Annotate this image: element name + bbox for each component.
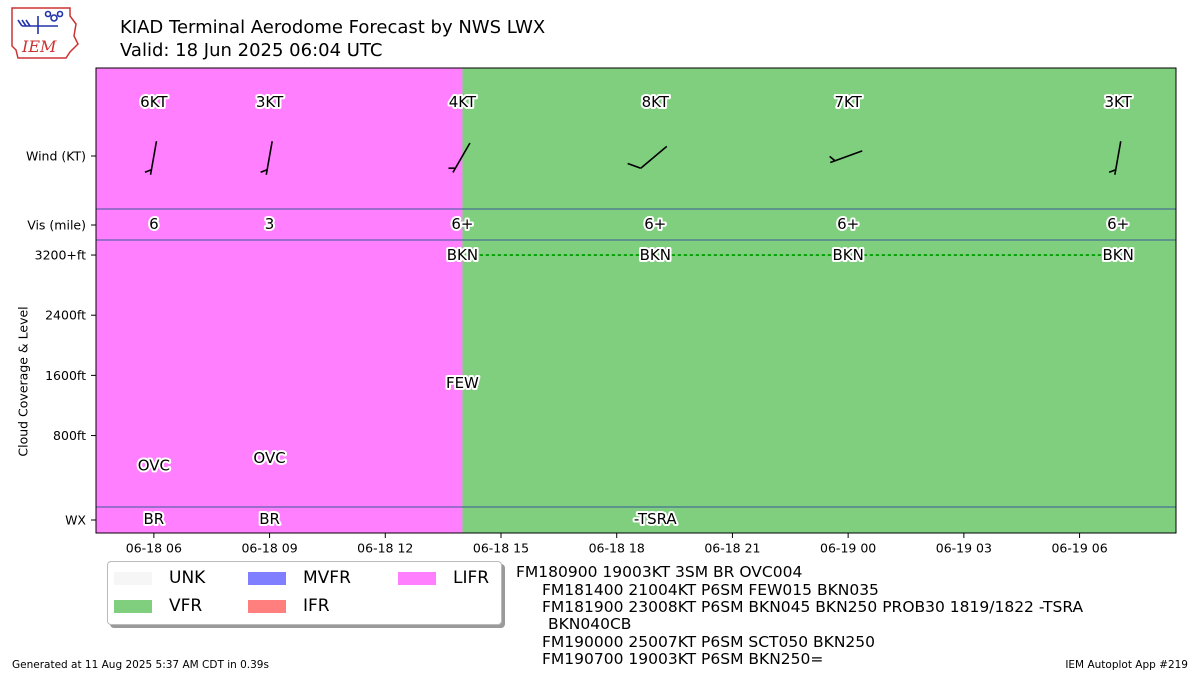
legend-label: UNK — [169, 568, 206, 588]
wind-barb-half — [260, 169, 268, 173]
wind-barb-shaft — [640, 145, 668, 169]
visibility-label: 6 — [149, 215, 159, 233]
cloud-label: OVC — [253, 449, 285, 467]
wind-barb-half — [144, 169, 152, 173]
wind-barb — [1108, 141, 1122, 175]
taf-line: FM181400 21004KT P6SM FEW015 BKN035 — [542, 581, 879, 599]
wind-barb — [260, 141, 273, 175]
wind-barb-shaft — [1114, 141, 1122, 175]
x-tick-label: 06-18 15 — [473, 541, 529, 556]
visibility-label: 6+ — [644, 215, 666, 233]
cloud-label: BKN — [640, 246, 671, 264]
x-tick-label: 06-19 00 — [820, 541, 876, 556]
legend-label: IFR — [303, 596, 330, 616]
legend-swatch — [398, 572, 436, 585]
wind-row-label: Wind (KT) — [26, 149, 86, 164]
cloud-tick-label: 2400ft — [45, 308, 86, 323]
wind-speed-label: 6KT — [140, 93, 168, 111]
wx-row-label: WX — [65, 513, 86, 528]
wind-barb-shaft — [265, 141, 273, 175]
legend-swatch — [248, 572, 286, 585]
cloud-tick-label: 800ft — [53, 428, 86, 443]
taf-line: FM190700 19003KT P6SM BKN250= — [542, 650, 824, 668]
cloud-label: BKN — [832, 246, 863, 264]
legend-swatch — [114, 600, 152, 613]
x-tick-label: 06-18 12 — [357, 541, 413, 556]
weather-label: BR — [259, 510, 280, 528]
wind-speed-label: 4KT — [449, 93, 477, 111]
y-axis-label: Cloud Coverage & Level — [16, 306, 31, 456]
footer-generated: Generated at 11 Aug 2025 5:37 AM CDT in … — [12, 659, 269, 671]
wind-barb — [627, 145, 668, 169]
taf-line: FM190000 25007KT P6SM SCT050 BKN250 — [542, 633, 876, 651]
visibility-label: 6+ — [451, 215, 473, 233]
cloud-label: FEW — [446, 374, 479, 392]
legend-label: LIFR — [453, 568, 490, 588]
wind-barb-half — [1108, 169, 1116, 173]
cloud-label: BKN — [447, 246, 478, 264]
wind-barb-half — [448, 167, 456, 169]
plot-frame — [95, 67, 1177, 534]
legend-swatch — [114, 572, 152, 585]
logo-text: IEM — [21, 37, 57, 56]
wind-speed-label: 3KT — [256, 93, 284, 111]
wind-speed-label: 7KT — [834, 93, 862, 111]
x-tick-label: 06-18 09 — [241, 541, 297, 556]
flight-category-span — [96, 68, 463, 533]
flight-category-span — [462, 68, 1176, 533]
visibility-label: 3 — [265, 215, 275, 233]
vis-row-label: Vis (mile) — [27, 218, 86, 233]
x-tick-label: 06-18 18 — [589, 541, 645, 556]
weather-label: -TSRA — [634, 510, 678, 528]
wind-speed-label: 3KT — [1104, 93, 1132, 111]
x-tick-label: 06-18 06 — [126, 541, 182, 556]
wind-speed-label: 8KT — [642, 93, 670, 111]
taf-line: BKN040CB — [548, 615, 632, 633]
cloud-tick-label: 1600ft — [45, 368, 86, 383]
wind-barb — [144, 141, 158, 175]
cloud-tick-label: 3200+ft — [35, 248, 86, 263]
taf-line: FM180900 19003KT 3SM BR OVC004 — [516, 563, 803, 581]
visibility-label: 6+ — [837, 215, 859, 233]
wind-barb — [448, 142, 471, 173]
legend: UNK VFR MVFR IFR LIFR — [107, 561, 502, 625]
taf-line: FM181900 23008KT P6SM BKN045 BKN250 PROB… — [542, 598, 1084, 616]
legend-label: VFR — [169, 596, 203, 616]
legend-swatch — [248, 600, 286, 613]
wind-barb-flag — [627, 162, 642, 169]
wind-barb-shaft — [830, 150, 863, 164]
chart-subtitle: Valid: 18 Jun 2025 06:04 UTC — [120, 40, 383, 61]
weather-station-icon — [17, 10, 64, 34]
wind-barb-shaft — [452, 142, 471, 173]
wind-barb — [829, 150, 863, 164]
taf-chart: 06-18 06 06-18 09 06-18 12 06-18 15 06-18 18… — [16, 67, 1177, 556]
legend-label: MVFR — [303, 568, 351, 588]
wind-barb-shaft — [149, 141, 158, 175]
visibility-label: 6+ — [1107, 215, 1129, 233]
iem-logo: IEM — [11, 7, 79, 59]
x-tick-label: 06-19 06 — [1051, 541, 1107, 556]
chart-title: KIAD Terminal Aerodome Forecast by NWS L… — [120, 17, 546, 38]
wind-barb-half — [829, 155, 836, 162]
cloud-level-line — [152, 254, 464, 467]
weather-label: BR — [143, 510, 164, 528]
footer-app: IEM Autoplot App #219 — [1065, 659, 1188, 671]
cloud-label: OVC — [138, 457, 170, 475]
cloud-label: BKN — [1102, 246, 1133, 264]
x-tick-label: 06-19 03 — [936, 541, 992, 556]
x-tick-label: 06-18 21 — [704, 541, 760, 556]
